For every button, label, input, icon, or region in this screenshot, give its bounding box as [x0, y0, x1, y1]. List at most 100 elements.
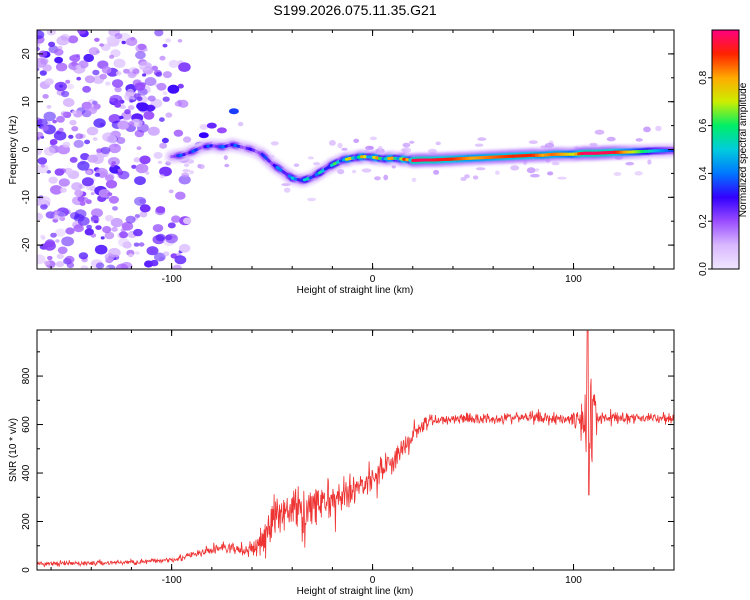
noise-speckle: [115, 71, 122, 76]
noise-speckle: [535, 168, 540, 172]
noise-speckle: [557, 176, 567, 180]
x-tick-label: 0: [370, 575, 376, 586]
noise-speckle: [116, 137, 126, 144]
noise-speckle: [162, 96, 170, 102]
noise-speckle: [60, 168, 67, 173]
noise-speckle: [109, 94, 123, 105]
noise-speckle: [154, 30, 164, 37]
noise-speckle: [53, 130, 67, 141]
noise-speckle: [122, 113, 132, 121]
snr-frame: [36, 329, 675, 571]
noise-speckle: [65, 227, 75, 235]
noise-speckle: [174, 255, 187, 265]
noise-speckle: [131, 164, 137, 169]
noise-speckle: [613, 172, 622, 176]
noise-speckle: [105, 215, 114, 222]
noise-speckle: [80, 265, 89, 269]
noise-speckle: [44, 260, 51, 266]
noise-speckle: [475, 167, 486, 171]
y-tick-label: 800: [21, 367, 32, 384]
noise-speckle: [156, 82, 167, 91]
noise-speckle: [110, 217, 123, 228]
snr-x-label: Height of straight line (km): [297, 586, 414, 597]
ridge-layer: [170, 143, 674, 182]
noise-speckle: [102, 226, 112, 234]
noise-speckle: [92, 137, 98, 141]
noise-speckle: [54, 48, 64, 56]
noise-speckle: [55, 239, 60, 243]
noise-speckle: [655, 125, 662, 132]
noise-speckle: [145, 171, 150, 175]
noise-speckle: [165, 233, 179, 244]
noise-speckle: [71, 126, 79, 132]
noise-speckle: [383, 174, 389, 181]
noise-speckle: [606, 136, 616, 142]
noise-speckle: [162, 43, 168, 48]
snr-content: [37, 330, 674, 568]
noise-speckle: [87, 154, 99, 163]
noise-speckle: [99, 73, 107, 80]
noise-speckle: [341, 147, 348, 151]
noise-speckle: [134, 196, 147, 206]
noise-speckle: [39, 70, 47, 76]
noise-speckle: [93, 118, 106, 128]
noise-speckle: [177, 83, 184, 89]
noise-speckle: [84, 75, 95, 84]
noise-speckle: [40, 203, 48, 210]
noise-speckle: [510, 165, 520, 171]
noise-speckle: [48, 41, 56, 47]
noise-speckle: [634, 171, 643, 176]
colorbar-tick-label: 0.0: [698, 262, 709, 276]
spectral-blob: [198, 132, 209, 139]
noise-speckle: [124, 91, 137, 102]
noise-speckle: [183, 163, 190, 168]
noise-speckle: [146, 246, 159, 256]
noise-speckle: [104, 193, 110, 197]
noise-speckle: [100, 146, 111, 155]
noise-speckle: [75, 133, 84, 140]
noise-speckle: [177, 39, 183, 43]
snr-axes: -100 0 100 0 200 400 600 800: [21, 330, 674, 586]
noise-speckle: [65, 79, 71, 84]
noise-speckle: [337, 169, 345, 175]
noise-speckle: [73, 224, 84, 233]
noise-speckle: [55, 228, 66, 237]
noise-speckle: [139, 155, 151, 165]
colorbar-tick-label: 0.2: [698, 214, 709, 228]
colorbar-ticks: 0.0 0.2 0.4 0.6 0.8: [698, 70, 712, 276]
spectral-blob: [216, 127, 227, 134]
noise-speckle: [328, 140, 336, 146]
noise-speckle: [198, 164, 205, 170]
noise-speckle: [47, 255, 53, 261]
noise-speckle: [118, 170, 130, 180]
noise-speckle: [472, 175, 479, 180]
noise-speckle: [139, 211, 148, 218]
noise-speckle: [37, 254, 46, 265]
noise-speckle: [293, 163, 300, 167]
noise-speckle: [391, 165, 396, 169]
noise-speckle: [74, 189, 84, 197]
noise-speckle: [127, 105, 135, 111]
noise-speckle: [40, 236, 46, 240]
noise-speckle: [107, 157, 120, 167]
noise-speckle: [237, 121, 244, 127]
noise-speckle: [178, 62, 191, 72]
noise-speckle: [174, 101, 183, 107]
noise-speckle: [530, 173, 540, 178]
noise-speckle: [183, 136, 192, 143]
noise-speckle: [80, 153, 90, 161]
figure-title: S199.2026.075.11.35.G21: [273, 2, 436, 18]
noise-speckle: [55, 261, 65, 268]
noise-speckle: [167, 222, 176, 229]
noise-speckle: [283, 187, 291, 193]
noise-speckle: [114, 86, 122, 93]
noise-speckle: [181, 172, 190, 178]
noise-speckle: [594, 129, 605, 135]
noise-speckle: [162, 71, 172, 79]
noise-speckle: [128, 121, 135, 127]
noise-speckle: [37, 163, 49, 174]
noise-speckle: [90, 192, 95, 196]
noise-speckle: [153, 151, 163, 159]
noise-speckle: [307, 197, 317, 202]
